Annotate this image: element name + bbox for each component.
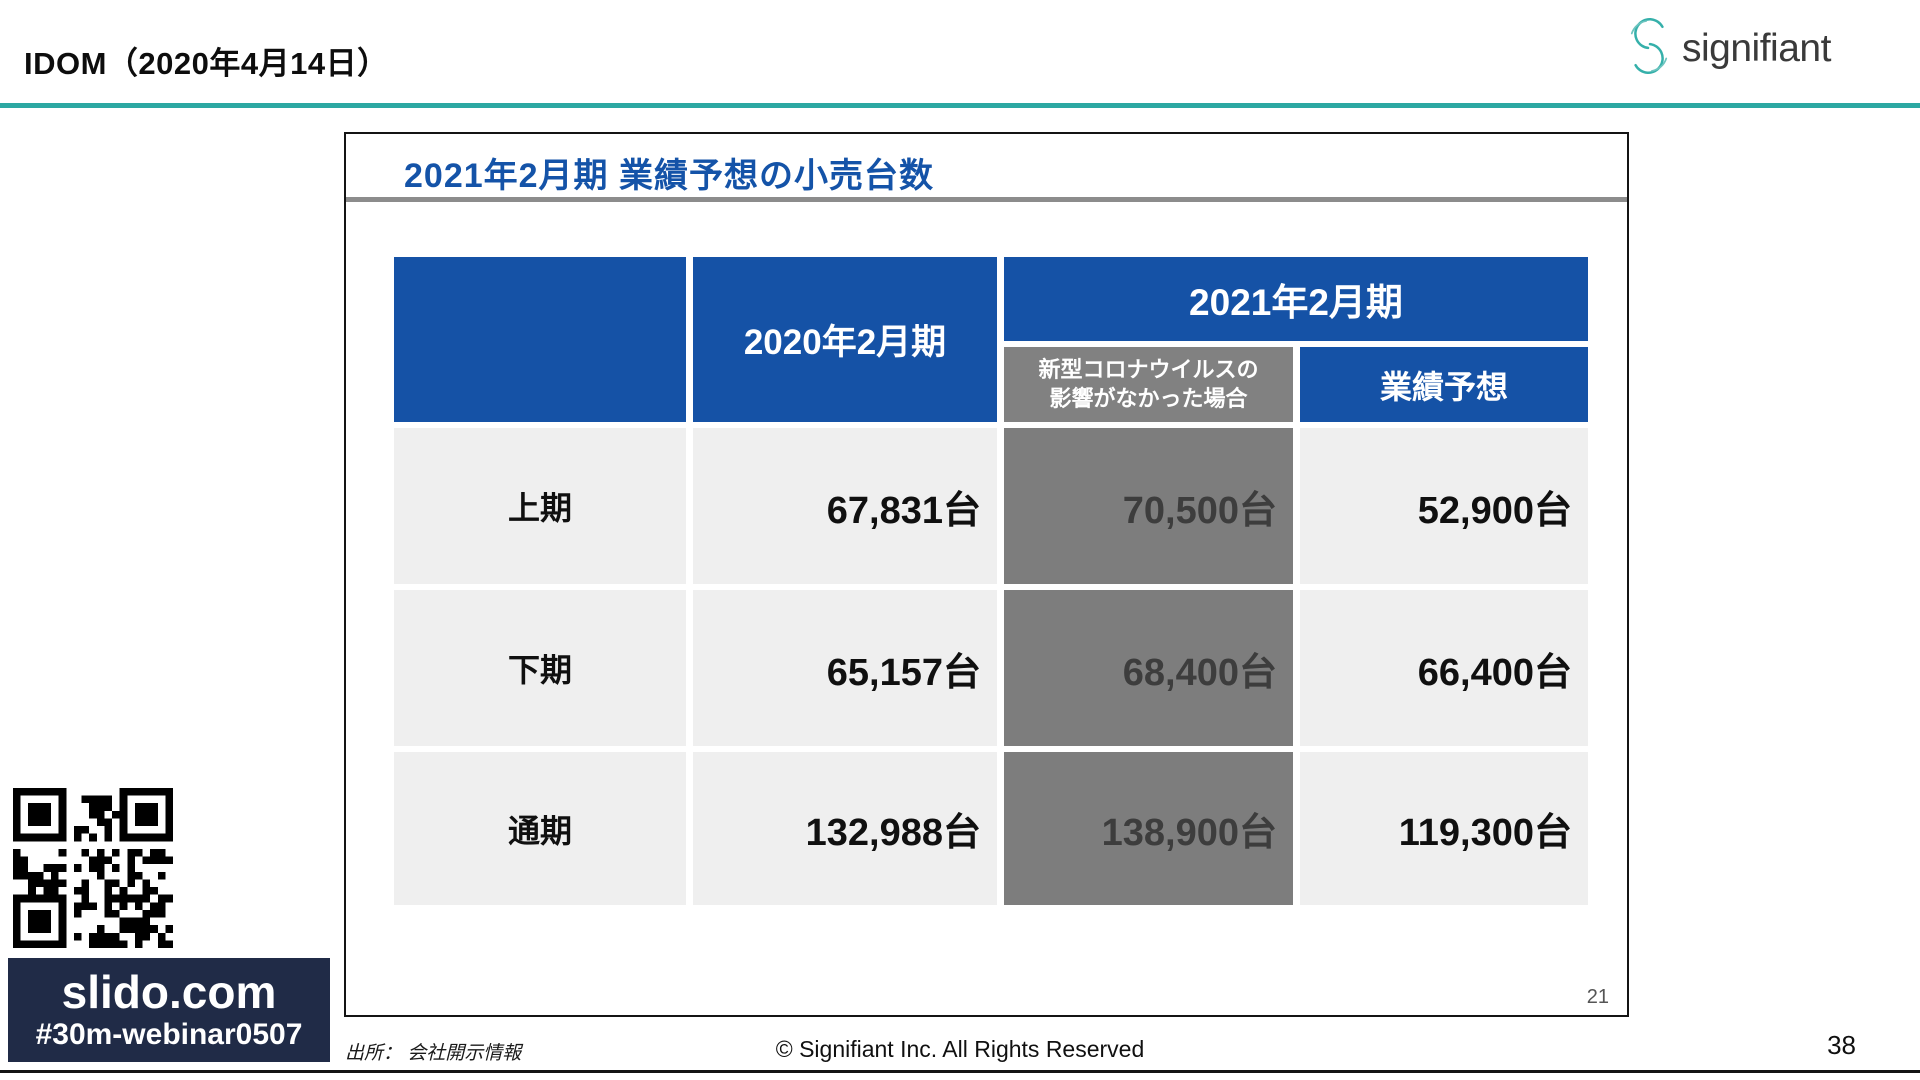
table-cell-no-covid: 138,900台: [1004, 752, 1293, 905]
table-row-label: 上期: [394, 428, 686, 584]
forecast-table: 2020年2月期 2021年2月期 新型コロナウイルスの 影響がなかった場合 業…: [394, 257, 1588, 905]
page-title: IDOM（2020年4月14日）: [24, 46, 389, 81]
table-cell-forecast: 52,900台: [1300, 428, 1588, 584]
table-cell-fy2020: 67,831台: [693, 428, 997, 584]
signifiant-logo-text: signifiant: [1682, 26, 1831, 70]
qr-code: [13, 788, 173, 948]
table-cell-fy2020: 65,157台: [693, 590, 997, 746]
table-cell-no-covid: 70,500台: [1004, 428, 1293, 584]
slide-frame: 2021年2月期 業績予想の小売台数 2020年2月期 2021年2月期 新型コ…: [344, 132, 1629, 1017]
slide-title: 2021年2月期 業績予想の小売台数: [404, 157, 934, 195]
bottom-divider: [0, 1070, 1920, 1073]
page-number: 38: [1827, 1030, 1856, 1060]
slide-title-underline: [346, 197, 1627, 202]
table-header-no-covid-line2: 影響がなかった場合: [1049, 385, 1248, 411]
signifiant-logo: signifiant: [1626, 18, 1831, 79]
table-cell-fy2020: 132,988台: [693, 752, 997, 905]
table-header-no-covid: 新型コロナウイルスの 影響がなかった場合: [1004, 347, 1293, 422]
table-cell-forecast: 66,400台: [1300, 590, 1588, 746]
copyright-notice: © Signifiant Inc. All Rights Reserved: [775, 1036, 1145, 1062]
slido-hashtag: #30m-webinar0507: [35, 1018, 303, 1052]
table-row-label: 通期: [394, 752, 686, 905]
source-note: 出所： 会社開示情報: [345, 1043, 522, 1064]
signifiant-logo-icon: [1626, 18, 1672, 79]
table-header-forecast: 業績予想: [1300, 347, 1588, 422]
table-cell-no-covid: 68,400台: [1004, 590, 1293, 746]
table-row-label: 下期: [394, 590, 686, 746]
table-header-fy2020: 2020年2月期: [693, 257, 997, 422]
table-header-no-covid-line1: 新型コロナウイルスの: [1038, 356, 1259, 382]
slido-url: slido.com: [61, 966, 277, 1019]
table-header-blank: [394, 257, 686, 422]
header-divider: [0, 103, 1920, 108]
slido-badge: slido.com #30m-webinar0507: [8, 958, 330, 1062]
slide-page-number: 21: [1586, 986, 1609, 1008]
table-header-fy2021: 2021年2月期: [1004, 257, 1588, 341]
table-cell-forecast: 119,300台: [1300, 752, 1588, 905]
